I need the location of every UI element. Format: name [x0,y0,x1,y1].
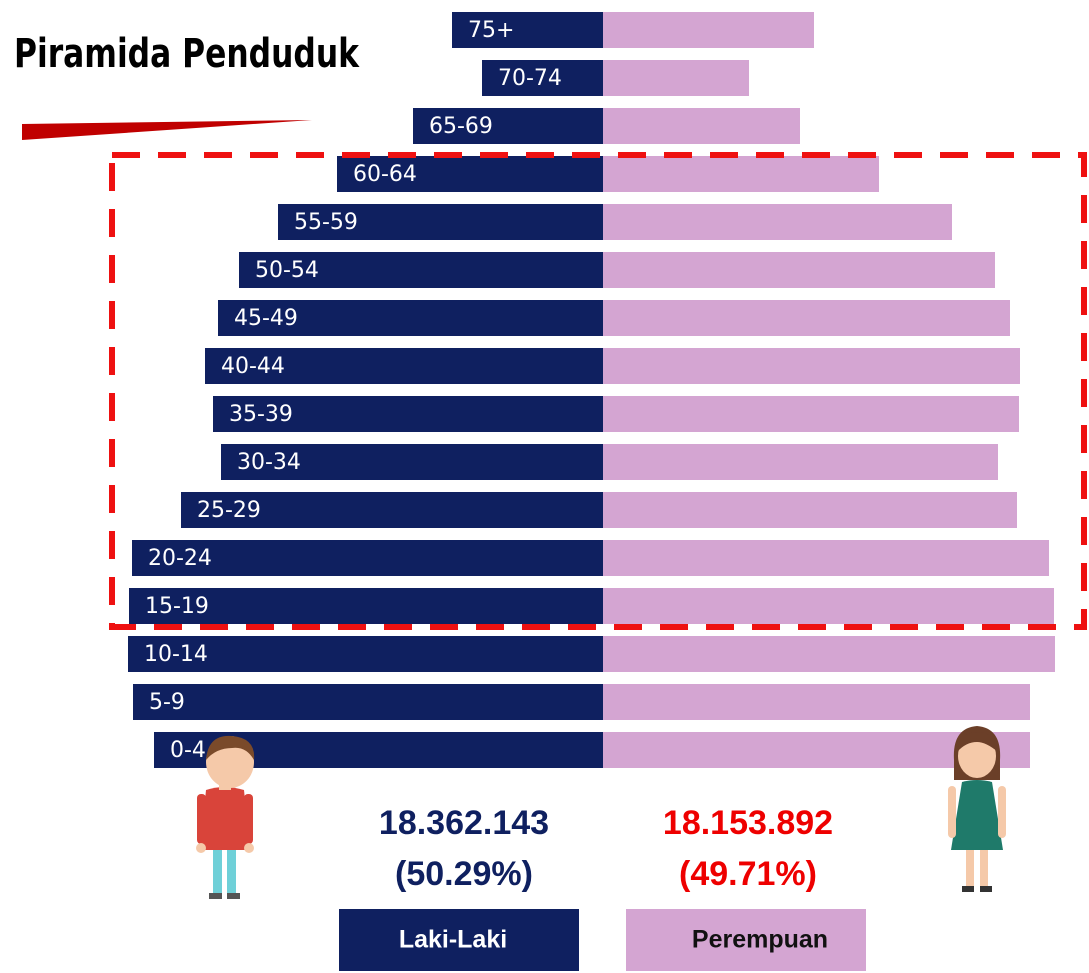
bar-female [603,60,749,96]
bar-male [239,252,603,288]
bar-female [603,108,800,144]
bar-male [452,12,603,48]
bar-female [603,300,1010,336]
age-label: 60-64 [353,162,417,187]
age-label: 55-59 [294,210,358,235]
legend-swatch [339,909,579,971]
age-label: 20-24 [148,546,212,571]
bar-female [603,348,1020,384]
bar-male [129,588,603,624]
highlight-box [109,152,1087,630]
bar-female [603,204,952,240]
bar-female [603,396,1019,432]
legend-label: Laki-Laki [399,926,507,954]
bar-female [603,12,814,48]
age-label: 40-44 [221,354,285,379]
bar-female [603,252,995,288]
age-label: 50-54 [255,258,319,283]
age-label: 45-49 [234,306,298,331]
bar-male [413,108,603,144]
female-icon [948,726,1006,892]
bar-male [337,156,603,192]
age-label: 75+ [468,18,514,43]
bar-female [603,540,1049,576]
bar-male [132,540,603,576]
age-label: 30-34 [237,450,301,475]
legend-swatch [626,909,866,971]
bar-male [482,60,603,96]
age-label: 35-39 [229,402,293,427]
title-underline [22,120,312,140]
bar-male [221,444,603,480]
age-label: 25-29 [197,498,261,523]
bar-female [603,444,998,480]
male-icon [196,735,255,899]
age-label: 15-19 [145,594,209,619]
bar-male [205,348,603,384]
bar-male [278,204,603,240]
total-share: (50.29%) [395,855,533,893]
bar-female [603,684,1030,720]
chart-title: Piramida Penduduk [14,31,360,77]
total-value: 18.153.892 [663,804,833,842]
legend-label: Perempuan [692,926,828,954]
bar-female [603,156,879,192]
bar-female [603,492,1017,528]
age-label: 5-9 [149,690,185,715]
total-share: (49.71%) [679,855,817,893]
bar-female [603,636,1055,672]
bar-male [128,636,603,672]
bar-female [603,588,1054,624]
age-label: 70-74 [498,66,562,91]
age-label: 65-69 [429,114,493,139]
age-label: 10-14 [144,642,208,667]
total-value: 18.362.143 [379,804,549,842]
bar-male [218,300,603,336]
age-label: 0-4 [170,738,206,763]
bar-male [133,684,603,720]
bar-male [213,396,603,432]
bar-male [181,492,603,528]
